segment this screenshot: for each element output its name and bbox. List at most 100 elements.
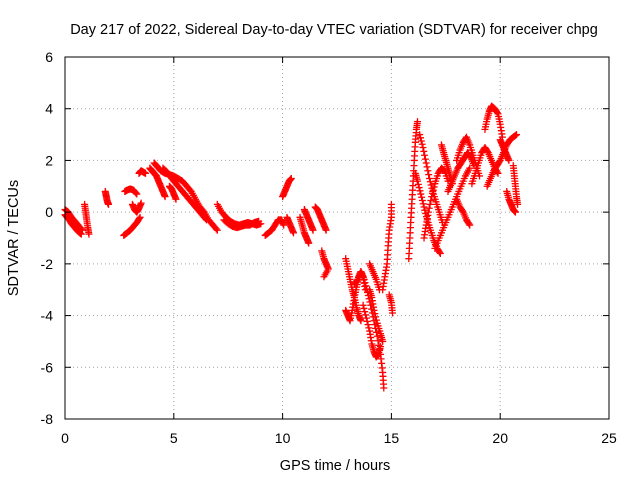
data-point (466, 153, 474, 161)
data-point (361, 279, 369, 287)
data-point (425, 175, 433, 183)
data-trace (283, 213, 297, 237)
data-point (425, 204, 433, 212)
x-tick-label: 15 (384, 430, 400, 446)
data-point (371, 310, 379, 318)
data-point (416, 187, 424, 195)
data-point (388, 309, 396, 317)
data-point (425, 171, 433, 179)
data-trace (359, 301, 385, 361)
data-point (458, 207, 466, 215)
x-tick-label: 5 (170, 430, 178, 446)
data-point (360, 275, 368, 283)
data-trace (279, 175, 295, 201)
x-tick-label: 25 (601, 430, 617, 446)
data-point (359, 301, 367, 309)
y-tick-label: 4 (45, 101, 53, 117)
data-point (360, 304, 368, 312)
data-point (380, 384, 388, 392)
data-point (305, 239, 313, 247)
data-trace (496, 136, 513, 164)
chart-title: Day 217 of 2022, Sidereal Day-to-day VTE… (70, 22, 598, 38)
data-point (428, 193, 436, 201)
data-point (172, 195, 180, 203)
data-point (212, 225, 220, 233)
data-trace (503, 187, 519, 216)
data-point (287, 175, 295, 183)
data-point (415, 184, 423, 192)
data-point (361, 308, 369, 316)
data-point (418, 193, 426, 201)
data-point (466, 164, 474, 172)
data-point (133, 190, 141, 198)
data-trace (121, 185, 141, 198)
data-trace (220, 216, 263, 232)
data-point (430, 183, 438, 191)
data-points (61, 102, 522, 392)
data-point (161, 193, 169, 201)
data-point (372, 316, 380, 324)
data-point (513, 131, 521, 139)
data-point (417, 134, 425, 142)
data-point (105, 200, 113, 208)
data-point (289, 229, 297, 237)
y-axis-label: SDTVAR / TECUs (6, 180, 22, 296)
data-point (132, 189, 140, 197)
data-point (136, 213, 144, 221)
data-trace (261, 216, 288, 239)
data-point (417, 190, 425, 198)
x-tick-label: 10 (275, 430, 291, 446)
data-point (414, 180, 422, 188)
plot-frame (64, 56, 610, 420)
y-tick-label: -4 (41, 308, 54, 324)
data-point (280, 221, 288, 229)
data-point (495, 158, 503, 166)
data-point (419, 144, 427, 151)
data-trace (296, 213, 313, 247)
data-trace (420, 164, 452, 242)
data-point (414, 118, 422, 126)
data-point (419, 200, 427, 208)
data-point (202, 216, 210, 224)
data-point (372, 328, 380, 336)
data-point (137, 199, 145, 207)
data-point (420, 147, 428, 155)
data-trace (159, 164, 210, 224)
data-trace (101, 187, 113, 208)
data-point (466, 221, 474, 229)
y-tick-label: 0 (45, 204, 53, 220)
grid-lines (65, 57, 609, 419)
axis-ticks (64, 56, 610, 420)
y-tick-label: -2 (41, 256, 54, 272)
data-point (427, 197, 435, 205)
data-point (417, 137, 425, 145)
data-trace (431, 164, 474, 252)
data-point (418, 197, 426, 205)
data-trace (453, 133, 484, 180)
data-point (418, 140, 426, 148)
data-trace (318, 247, 332, 281)
data-point (505, 156, 513, 164)
data-point (78, 226, 86, 234)
data-trace (146, 164, 169, 201)
data-point (511, 208, 519, 216)
data-point (353, 277, 361, 285)
data-point (514, 200, 522, 208)
data-trace (311, 203, 330, 234)
data-point (362, 282, 370, 290)
data-trace (81, 200, 93, 238)
data-point (309, 226, 317, 234)
data-point (436, 248, 444, 256)
data-point (493, 109, 501, 117)
data-point (379, 337, 387, 345)
data-trace (135, 167, 150, 177)
data-point (428, 189, 436, 197)
data-point (465, 220, 473, 228)
data-point (426, 200, 434, 208)
data-point (362, 314, 370, 322)
data-point (416, 131, 424, 139)
x-tick-label: 20 (492, 430, 508, 446)
data-point (436, 250, 444, 258)
y-tick-label: 6 (45, 49, 53, 65)
